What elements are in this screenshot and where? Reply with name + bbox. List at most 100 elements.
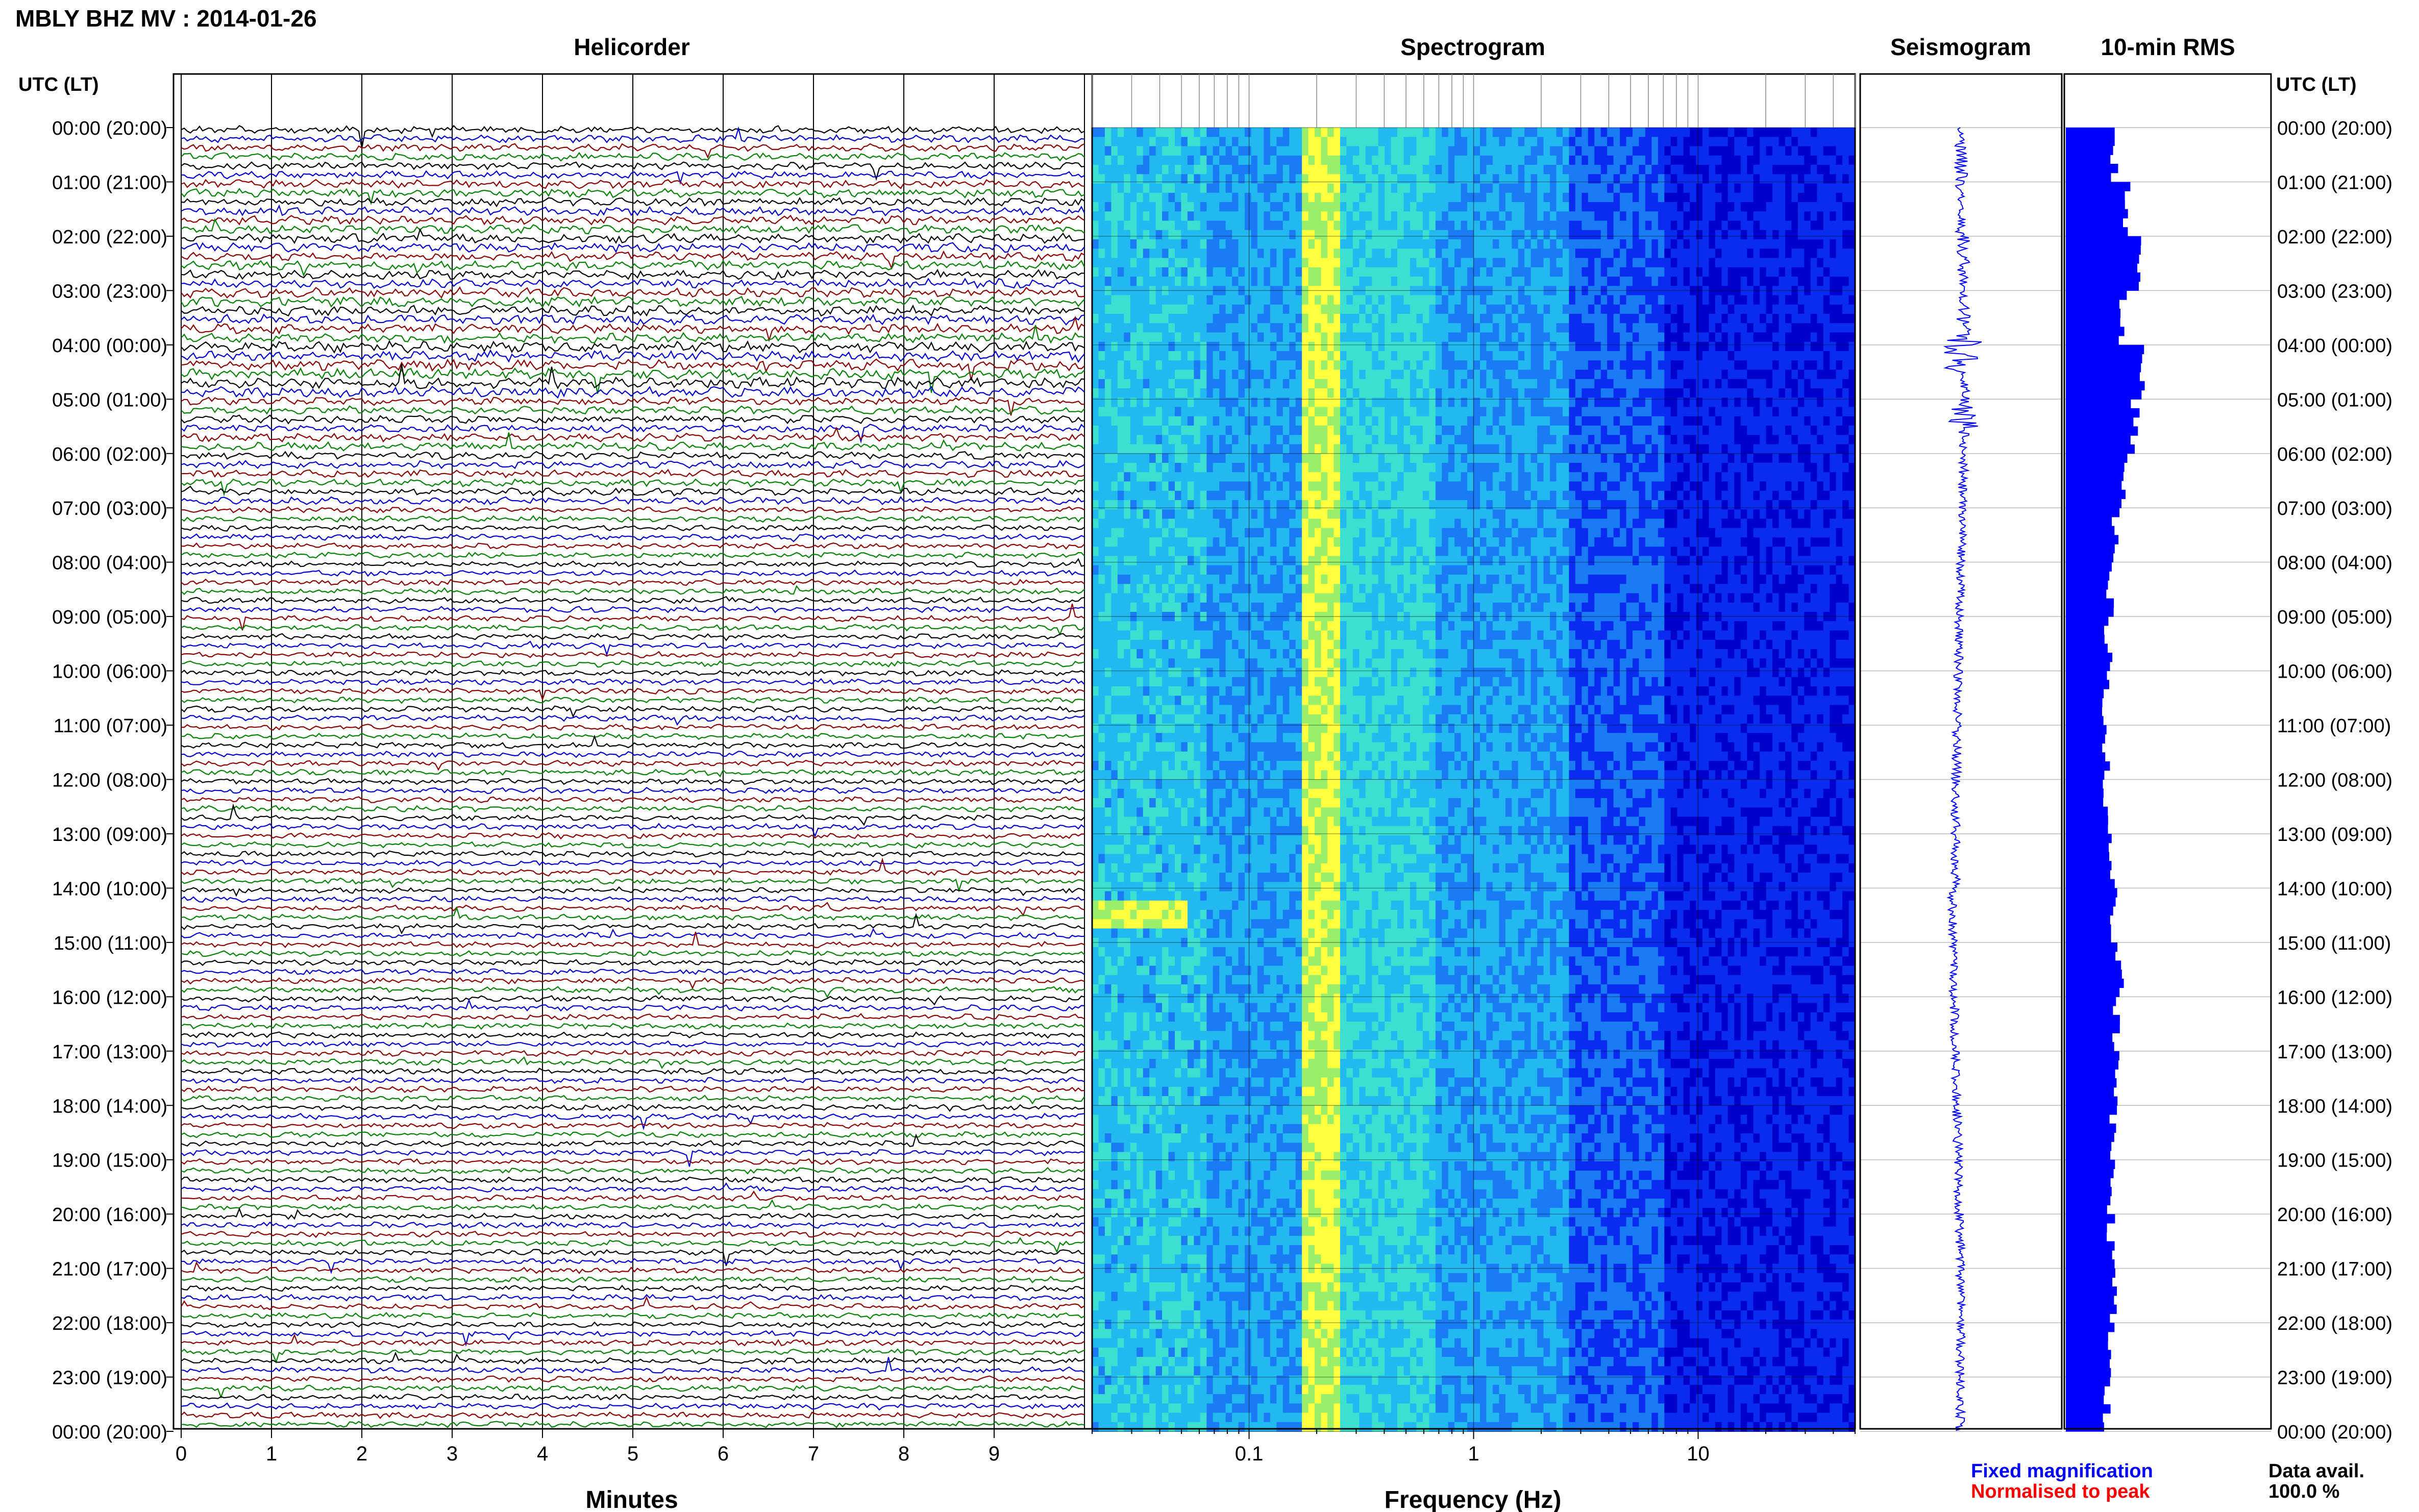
spectrogram-cell	[1645, 351, 1652, 361]
spectrogram-cell	[1442, 267, 1449, 277]
spectrogram-cell	[1238, 314, 1245, 324]
spectrogram-cell	[1117, 165, 1125, 175]
spectrogram-cell	[1315, 463, 1322, 473]
spectrogram-cell	[1403, 295, 1411, 305]
spectrogram-cell	[1848, 277, 1856, 287]
spectrogram-cell	[1613, 388, 1620, 399]
figure-title: MBLY BHZ MV : 2014-01-26	[15, 5, 317, 32]
spectrogram-cell	[1168, 230, 1175, 240]
spectrogram-cell	[1130, 155, 1138, 165]
spectrogram-cell	[1556, 258, 1563, 268]
spectrogram-cell	[1512, 323, 1519, 333]
spectrogram-cell	[1321, 249, 1328, 259]
spectrogram-cell	[1454, 472, 1462, 482]
spectrogram-cell	[1658, 360, 1665, 370]
spectrogram-cell	[1308, 277, 1315, 287]
spectrogram-cell	[1454, 444, 1462, 454]
spectrogram-cell	[1422, 258, 1430, 268]
spectrogram-cell	[1550, 369, 1557, 380]
spectrogram-cell	[1543, 472, 1550, 482]
spectrogram-cell	[1130, 314, 1138, 324]
spectrogram-cell	[1702, 258, 1710, 268]
spectrogram-cell	[1276, 490, 1283, 501]
spectrogram-cell	[1817, 444, 1824, 454]
spectrogram-cell	[1365, 435, 1372, 445]
spectrogram-cell	[1626, 463, 1633, 473]
spectrogram-cell	[1282, 286, 1290, 296]
spectrogram-cell	[1397, 155, 1404, 165]
spectrogram-cell	[1264, 146, 1271, 156]
spectrogram-cell	[1194, 286, 1201, 296]
spectrogram-cell	[1435, 192, 1443, 203]
spectrogram-cell	[1734, 472, 1741, 482]
spectrogram-cell	[1422, 416, 1430, 426]
spectrogram-cell	[1772, 351, 1780, 361]
spectrogram-cell	[1842, 174, 1849, 184]
spectrogram-cell	[1270, 314, 1277, 324]
spectrogram-cell	[1690, 230, 1697, 240]
spectrogram-cell	[1225, 211, 1232, 221]
spectrogram-cell	[1454, 277, 1462, 287]
spectrogram-cell	[1753, 360, 1760, 370]
spectrogram-cell	[1550, 192, 1557, 203]
spectrogram-cell	[1175, 332, 1182, 342]
spectrogram-cell	[1213, 332, 1220, 342]
spectrogram-cell	[1111, 453, 1118, 463]
spectrogram-cell	[1251, 500, 1258, 510]
spectrogram-cell	[1435, 146, 1443, 156]
helicorder-trace	[181, 803, 1085, 826]
spectrogram-cell	[1219, 202, 1226, 212]
spectrogram-cell	[1512, 444, 1519, 454]
spectrogram-cell	[1836, 314, 1843, 324]
spectrogram-cell	[1715, 444, 1722, 454]
spectrogram-cell	[1537, 220, 1544, 231]
spectrogram-cell	[1582, 332, 1589, 342]
spectrogram-cell	[1582, 379, 1589, 389]
spectrogram-cell	[1200, 220, 1207, 231]
spectrogram-cell	[1143, 351, 1150, 361]
spectrogram-cell	[1702, 146, 1710, 156]
spectrogram-cell	[1830, 351, 1837, 361]
spectrogram-cell	[1715, 481, 1722, 491]
spectrogram-cell	[1175, 286, 1182, 296]
spectrogram-cell	[1524, 426, 1532, 436]
spectrogram-cell	[1734, 341, 1741, 352]
spectrogram-cell	[1791, 277, 1798, 287]
spectrogram-cell	[1403, 444, 1411, 454]
spectrogram-cell	[1416, 341, 1423, 352]
spectrogram-cell	[1416, 137, 1423, 147]
spectrogram-cell	[1410, 481, 1417, 491]
spectrogram-cell	[1702, 239, 1710, 250]
spectrogram-cell	[1651, 155, 1659, 165]
spectrogram-cell	[1092, 314, 1099, 324]
spectrogram-cell	[1448, 165, 1455, 175]
spectrogram-cell	[1702, 202, 1710, 212]
spectrogram-cell	[1372, 295, 1379, 305]
spectrogram-cell	[1308, 239, 1315, 250]
spectrogram-cell	[1104, 202, 1112, 212]
spectrogram-cell	[1289, 388, 1296, 399]
spectrogram-cell	[1321, 230, 1328, 240]
spectrogram-cell	[1556, 332, 1563, 342]
spectrogram-cell	[1626, 388, 1633, 399]
spectrogram-cell	[1385, 239, 1392, 250]
spectrogram-cell	[1836, 379, 1843, 389]
helicorder-trace	[181, 1275, 1085, 1283]
spectrogram-cell	[1346, 463, 1353, 473]
spectrogram-cell	[1645, 369, 1652, 380]
spectrogram-cell	[1486, 388, 1493, 399]
spectrogram-cell	[1721, 463, 1729, 473]
spectrogram-cell	[1772, 220, 1780, 231]
spectrogram-cell	[1740, 165, 1748, 175]
spectrogram-cell	[1245, 444, 1252, 454]
spectrogram-cell	[1155, 398, 1163, 408]
spectrogram-cell	[1340, 314, 1347, 324]
spectrogram-cell	[1709, 388, 1716, 399]
spectrogram-cell	[1175, 444, 1182, 454]
spectrogram-cell	[1556, 230, 1563, 240]
spectrogram-cell	[1416, 463, 1423, 473]
spectrogram-cell	[1734, 304, 1741, 314]
helicorder-trace	[181, 364, 1085, 390]
spectrogram-cell	[1442, 444, 1449, 454]
spectrogram-cell	[1645, 239, 1652, 250]
